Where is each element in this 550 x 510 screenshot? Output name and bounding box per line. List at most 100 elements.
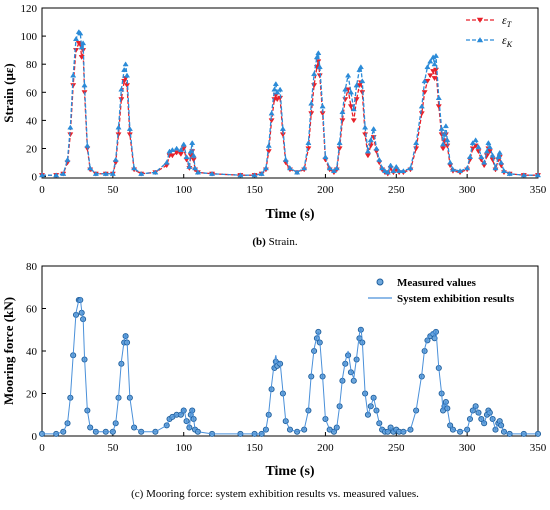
strain-point-K xyxy=(173,145,180,151)
strain-legend-label: εK xyxy=(502,33,513,49)
strain-point-K xyxy=(364,148,371,154)
strain-point-K xyxy=(187,148,194,154)
strain-point-K xyxy=(308,100,315,106)
strain-legend-subscript: T xyxy=(507,20,512,29)
mooring-force-chart: 0 50 100 150 200 250 300 350 0 20 40 60 80 Mooring f… xyxy=(1,261,547,479)
strain-point-T xyxy=(169,153,176,159)
strain-point-T xyxy=(265,149,272,155)
strain-point-K xyxy=(152,169,159,175)
strain-point-K xyxy=(444,137,451,143)
measured-point xyxy=(350,377,357,384)
strain-point-K xyxy=(60,170,67,176)
strain-point-K xyxy=(190,152,197,158)
strain-point-K xyxy=(80,40,87,46)
strain-point-K xyxy=(265,142,272,148)
strain-point-K xyxy=(237,172,244,178)
mooring-y-tick-label: 60 xyxy=(26,304,38,316)
strain-point-K xyxy=(472,137,479,143)
strain-point-K xyxy=(282,156,289,162)
strain-point-K xyxy=(194,169,201,175)
mooring-x-tick-label: 50 xyxy=(107,442,119,454)
strain-point-K xyxy=(449,166,457,172)
strain-point-K xyxy=(183,154,190,159)
strain-point-K xyxy=(301,165,308,171)
mooring-x-tick-label: 300 xyxy=(459,442,476,454)
mooring-caption: (c) Mooring force: system exhibition res… xyxy=(131,488,419,500)
strain-point-K xyxy=(87,165,94,171)
strain-point-K xyxy=(373,145,380,151)
mooring-y-tick-label: 0 xyxy=(32,431,38,443)
strain-point-K xyxy=(506,170,513,176)
strain-point-K xyxy=(407,165,414,171)
strain-x-tick-label: 250 xyxy=(388,184,405,196)
strain-y-tick-label: 100 xyxy=(21,31,38,43)
strain-point-K xyxy=(486,144,493,150)
strain-y-tick-label: 120 xyxy=(21,3,38,15)
strain-point-K xyxy=(319,103,326,109)
strain-point-K xyxy=(359,78,366,84)
strain-point-T xyxy=(367,143,374,149)
strain-point-K xyxy=(520,172,527,178)
strain-point-K xyxy=(294,169,301,175)
strain-point-K xyxy=(305,140,312,145)
strain-point-K xyxy=(177,147,184,152)
strain-point-T xyxy=(359,90,366,96)
strain-caption-text: Strain. xyxy=(268,236,298,248)
strain-point-K xyxy=(376,156,383,162)
strain-point-T xyxy=(311,83,318,89)
mooring-y-tick-label: 80 xyxy=(26,261,38,273)
strain-point-K xyxy=(342,86,349,92)
strain-point-K xyxy=(432,52,440,58)
strain-point-K xyxy=(272,81,279,86)
mooring-y-tick-label: 40 xyxy=(26,346,38,358)
strain-point-K xyxy=(169,147,176,152)
strain-point-T xyxy=(440,146,447,152)
mooring-series xyxy=(38,296,542,437)
mooring-x-tick-label: 0 xyxy=(39,442,45,454)
strain-x-tick-label: 150 xyxy=(246,184,263,196)
strain-legend-marker xyxy=(476,37,484,43)
strain-point-K xyxy=(78,44,85,50)
strain-x-tick-label: 200 xyxy=(317,184,334,196)
mooring-x-tick-label: 100 xyxy=(175,442,192,454)
strain-point-T xyxy=(350,118,357,124)
strain-point-T xyxy=(431,76,438,82)
strain-point-K xyxy=(84,142,91,148)
strain-point-K xyxy=(442,123,449,129)
strain-point-K xyxy=(72,36,80,41)
strain-axis-ticks: 0 50 100 150 200 250 300 350 0 20 40 60 80 100 120 xyxy=(21,3,547,196)
strain-point-K xyxy=(311,71,318,77)
strain-point-K xyxy=(457,168,464,174)
strain-point-K xyxy=(498,159,505,165)
strain-point-K xyxy=(396,168,403,174)
strain-point-K xyxy=(495,154,502,159)
strain-point-K xyxy=(316,64,323,70)
strain-plot-frame xyxy=(41,7,539,179)
strain-point-K xyxy=(315,50,322,56)
strain-point-K xyxy=(326,165,333,171)
strain-point-K xyxy=(322,154,329,159)
strain-point-T xyxy=(364,153,371,159)
strain-point-K xyxy=(431,61,438,67)
strain-point-K xyxy=(102,170,109,176)
strain-point-K xyxy=(483,148,491,154)
strain-point-K xyxy=(345,72,352,78)
strain-x-tick-label: 50 xyxy=(107,184,119,196)
strain-line-K xyxy=(42,30,538,176)
strain-caption: (b) Strain. xyxy=(0,236,550,248)
strain-x-tick-label: 0 xyxy=(39,184,45,196)
strain-point-T xyxy=(418,111,425,117)
strain-point-K xyxy=(447,159,454,165)
strain-point-K xyxy=(390,168,397,174)
strain-point-K xyxy=(333,165,340,171)
mooring-legend-item-system: System exhibition results xyxy=(368,293,515,305)
strain-point-K xyxy=(485,140,492,145)
strain-point-K xyxy=(469,140,476,145)
strain-point-K xyxy=(496,149,503,155)
strain-point-K xyxy=(435,95,442,100)
mooring-plot-frame xyxy=(41,265,539,437)
mooring-legend-label-system: System exhibition results xyxy=(397,293,515,305)
strain-point-K xyxy=(131,165,138,171)
strain-point-K xyxy=(353,82,360,88)
strain-point-K xyxy=(367,137,374,143)
